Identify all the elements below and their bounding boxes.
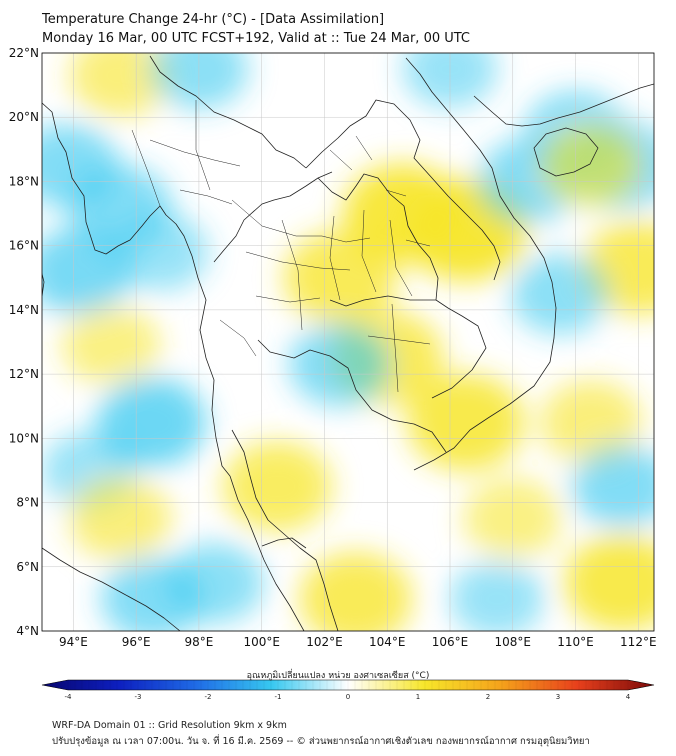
lon-tick-label: 100°E — [243, 635, 280, 649]
colorbar-tick-label: -1 — [275, 693, 282, 701]
field-blob-4 — [42, 227, 133, 315]
lon-tick-label: 108°E — [495, 635, 532, 649]
field-blob-18 — [407, 373, 524, 471]
field-blob-27 — [540, 380, 643, 465]
lon-tick-label: 98°E — [184, 635, 213, 649]
lat-tick-label: 14°N — [9, 303, 39, 317]
field-blob-16 — [283, 230, 397, 325]
border-myanmar-china — [149, 55, 307, 169]
colorbar: -4 -3 -2 -1 0 1 2 3 4 — [41, 679, 655, 701]
field-blob-9 — [69, 476, 172, 561]
lon-tick-label: 112°E — [620, 635, 657, 649]
colorbar-tick-label: 3 — [556, 693, 560, 701]
coastline-andaman-islands — [42, 272, 45, 297]
field-blob-6 — [61, 304, 161, 386]
lat-tick-label: 8°N — [16, 496, 39, 510]
temperature-field — [42, 53, 654, 631]
field-blob-5 — [113, 213, 209, 291]
lat-tick-label: 22°N — [9, 46, 39, 60]
border-thailand-laos — [317, 173, 439, 301]
latitude-labels: 22°N 20°N 18°N 16°N 14°N 12°N 10°N 8°N 6°N 4°N — [9, 46, 39, 638]
lon-tick-label: 96°E — [122, 635, 151, 649]
footer-model-info: WRF-DA Domain 01 :: Grid Resolution 9km … — [52, 720, 287, 731]
lon-tick-label: 104°E — [369, 635, 406, 649]
internal-border-thailand — [219, 199, 413, 357]
colorbar-tick-label: -4 — [65, 693, 73, 701]
map-title: Temperature Change 24-hr (°C) - [Data As… — [42, 12, 385, 27]
coastline-gulf-thailand — [257, 339, 447, 453]
lon-tick-label: 94°E — [59, 635, 88, 649]
field-blob-30 — [564, 534, 654, 631]
lat-tick-label: 4°N — [16, 624, 39, 638]
internal-border-myanmar — [131, 100, 241, 207]
lat-tick-label: 12°N — [9, 367, 39, 381]
coastline-vietnam — [405, 57, 557, 471]
lon-tick-label: 110°E — [557, 635, 594, 649]
colorbar-tick-label: 2 — [486, 693, 490, 701]
internal-border-cambodia — [367, 303, 431, 393]
colorbar-tick-label: 1 — [416, 693, 420, 701]
coastline-gulf-tonkin — [473, 83, 654, 127]
colorbar-ticks: -4 -3 -2 -1 0 1 2 3 4 — [65, 680, 631, 701]
field-blob-11 — [165, 542, 264, 624]
lon-tick-label: 106°E — [432, 635, 469, 649]
lat-tick-label: 16°N — [9, 239, 39, 253]
colorbar-tick-label: 4 — [626, 693, 631, 701]
lat-tick-label: 20°N — [9, 110, 39, 124]
border-thailand-cambodia — [329, 295, 436, 307]
lat-tick-label: 6°N — [16, 560, 39, 574]
longitude-labels: 94°E 96°E 98°E 100°E 102°E 104°E 106°E 108°E 110… — [59, 635, 657, 649]
border-thailand-malaysia — [261, 537, 307, 549]
field-blob-26 — [510, 253, 610, 335]
lon-tick-label: 102°E — [306, 635, 343, 649]
internal-border-laos — [329, 135, 431, 247]
field-blob-13 — [299, 552, 413, 631]
plot-area: 22°N 20°N 18°N 16°N 14°N 12°N 10°N 8°N 6°N 4°N 94… — [9, 46, 657, 649]
field-blob-31 — [449, 560, 545, 631]
map-subtitle: Monday 16 Mar, 00 UTC FCST+192, Valid at… — [42, 31, 471, 46]
border-myanmar-thailand — [213, 171, 333, 263]
field-blob-23 — [540, 123, 643, 208]
border-laos-vietnam — [305, 99, 501, 281]
colorbar-tick-label: 0 — [346, 693, 350, 701]
coastline-malay-peninsula-east — [231, 429, 339, 631]
field-blob-0 — [69, 53, 172, 118]
lat-tick-label: 10°N — [9, 431, 39, 445]
field-blob-19 — [289, 322, 392, 407]
lat-tick-label: 18°N — [9, 174, 39, 188]
footer-update-info: ปรับปรุงข้อมูล ณ เวลา 07:00น. วัน จ. ที่… — [52, 736, 590, 747]
coastline-sumatra — [42, 547, 181, 631]
colorbar-scale — [41, 679, 655, 691]
coastline-hainan — [533, 127, 599, 177]
colorbar-tick-label: -3 — [135, 693, 142, 701]
plot-frame — [41, 52, 655, 632]
colorbar-tick-label: -2 — [205, 693, 212, 701]
field-blob-12 — [222, 441, 332, 532]
border-cambodia-vietnam — [431, 299, 487, 399]
field-blob-28 — [571, 444, 654, 529]
country-borders — [42, 55, 654, 631]
coastline-malay-peninsula-west — [229, 475, 305, 631]
colorbar-title: อุณหภูมิเปลี่ยนแปลง หน่วย องศาเซลเซียส (… — [246, 671, 430, 681]
